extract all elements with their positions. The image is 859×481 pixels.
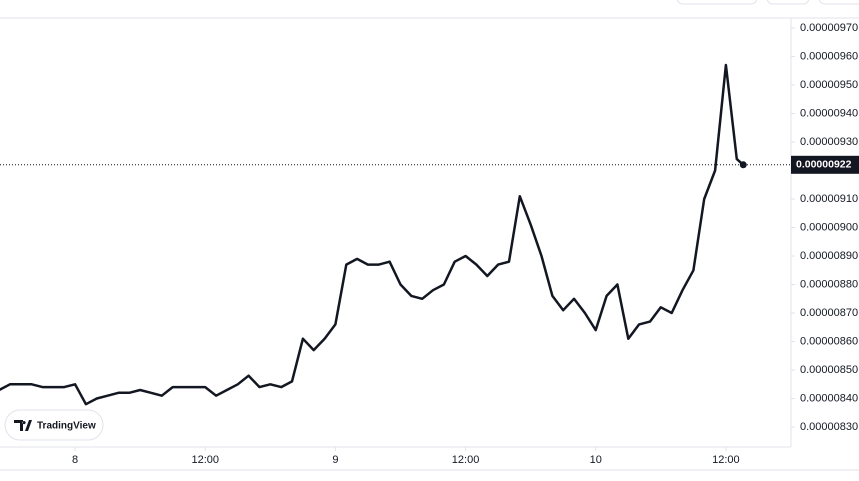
y-tick-label: 0.00000910 bbox=[800, 193, 858, 205]
brand-logo bbox=[14, 420, 32, 431]
y-tick-label: 0.00000890 bbox=[800, 250, 858, 262]
x-tick-label: 12:00 bbox=[452, 454, 480, 466]
toolbar-button[interactable] bbox=[818, 0, 859, 5]
brand-text: TradingView bbox=[37, 421, 96, 432]
toolbar-button[interactable] bbox=[676, 0, 758, 5]
brand-badge-bg bbox=[4, 409, 104, 441]
last-price-box bbox=[791, 155, 859, 174]
last-price-label: 0.00000922 bbox=[796, 159, 852, 171]
x-tick-label: 10 bbox=[590, 454, 602, 466]
y-tick-label: 0.00000880 bbox=[800, 278, 858, 290]
brand-badge[interactable]: TradingView bbox=[4, 409, 104, 441]
price-line bbox=[0, 63, 745, 406]
last-point bbox=[739, 161, 747, 169]
x-tick-label: 8 bbox=[72, 454, 78, 466]
x-tick-label: 9 bbox=[332, 454, 338, 466]
y-tick-label: 0.00000960 bbox=[800, 50, 858, 62]
y-tick-label: 0.00000970 bbox=[800, 22, 858, 34]
x-tick-label: 12:00 bbox=[191, 454, 219, 466]
y-tick-label: 0.00000950 bbox=[800, 79, 858, 91]
x-tick-label: 12:00 bbox=[712, 454, 740, 466]
y-tick-label: 0.00000900 bbox=[800, 221, 858, 233]
y-tick-label: 0.00000850 bbox=[800, 364, 858, 376]
y-tick-label: 0.00000870 bbox=[800, 307, 858, 319]
y-tick-label: 0.00000860 bbox=[800, 335, 858, 347]
y-tick-label: 0.00000830 bbox=[800, 421, 858, 433]
toolbar-button[interactable] bbox=[766, 0, 810, 5]
y-tick-label: 0.00000930 bbox=[800, 136, 858, 148]
y-tick-label: 0.00000840 bbox=[800, 392, 858, 404]
y-tick-label: 0.00000940 bbox=[800, 107, 858, 119]
